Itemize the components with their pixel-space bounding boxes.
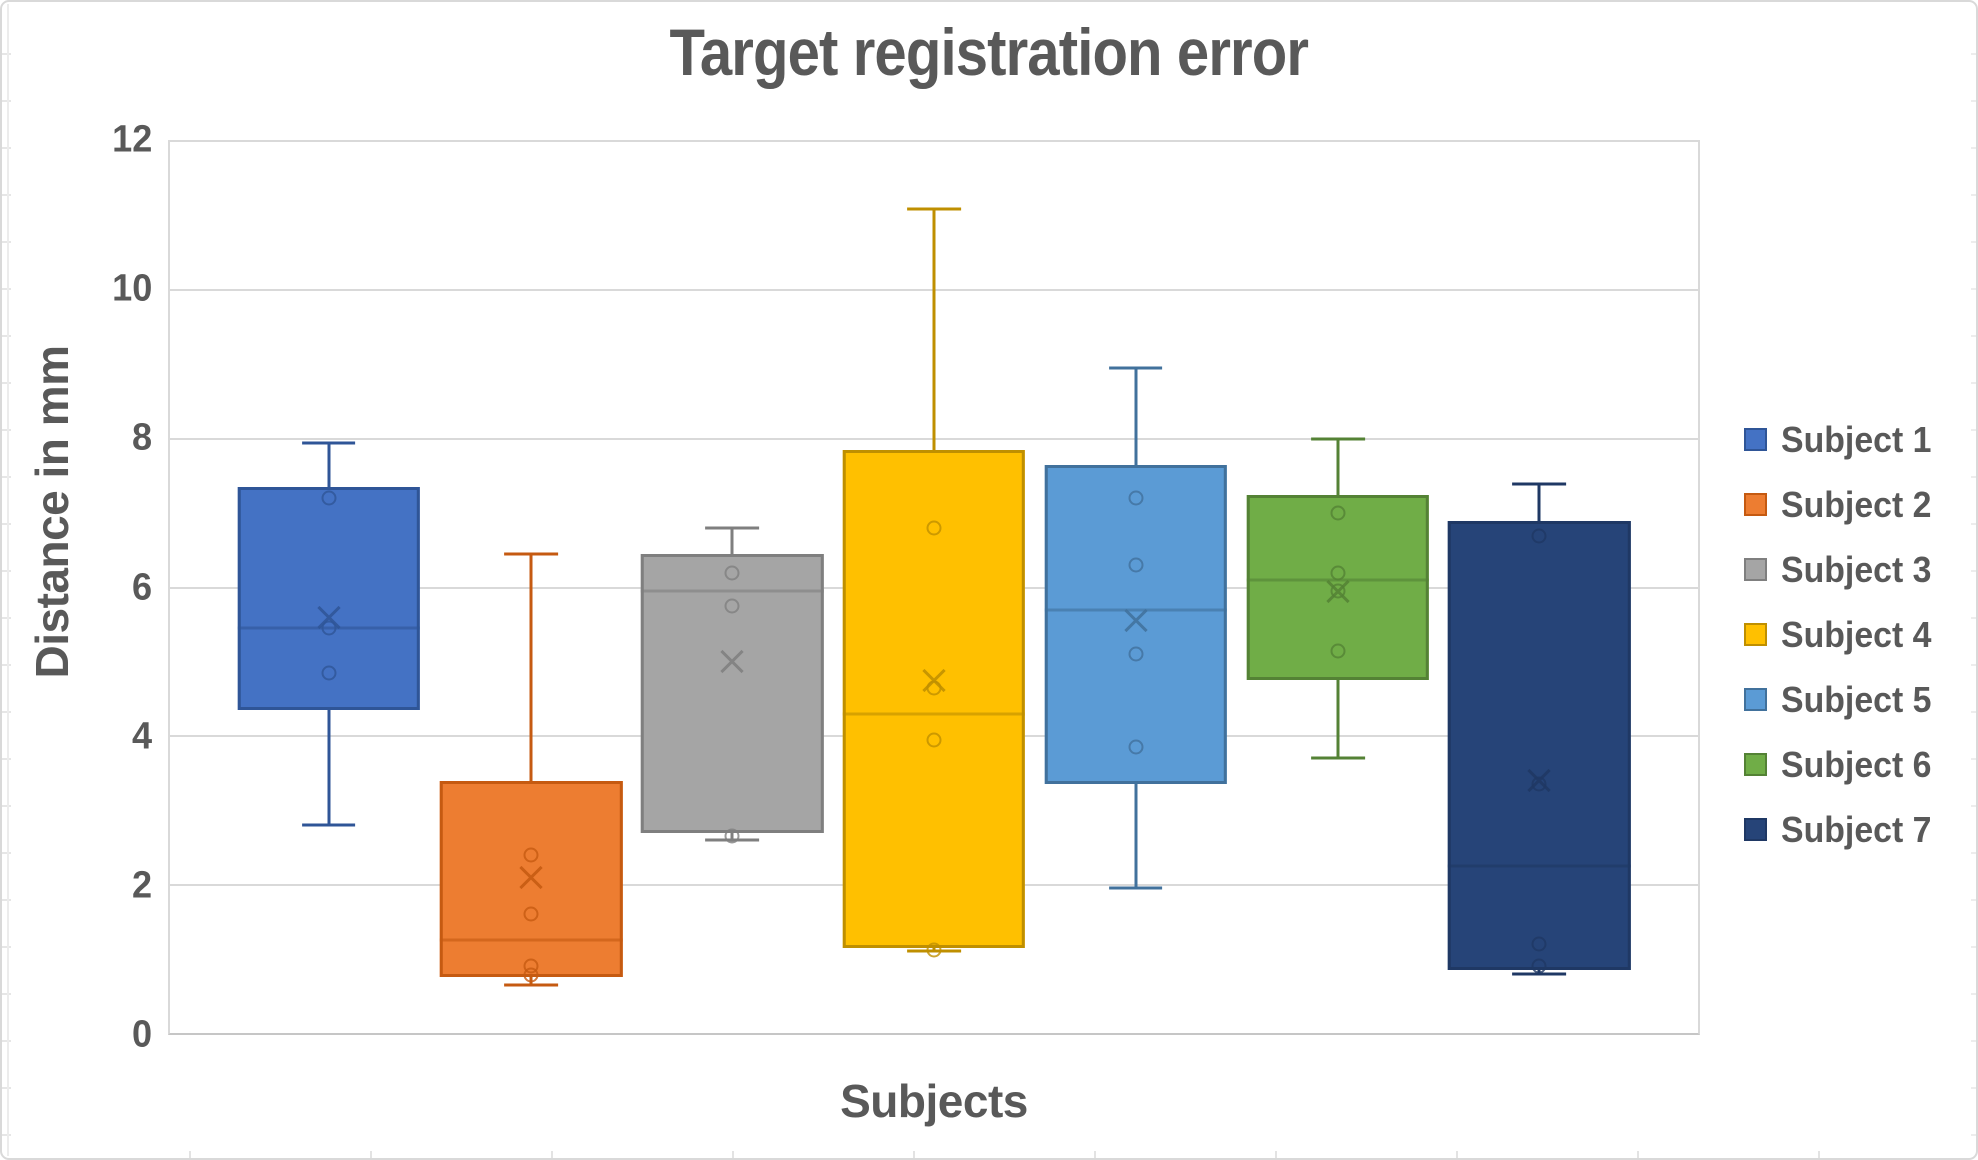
legend-label: Subject 5 [1781,678,1932,720]
lower-whisker [1134,784,1138,889]
data-point-1 [1531,528,1547,544]
data-point-1 [926,520,942,536]
data-point-1 [724,565,740,581]
median-line [641,589,824,593]
legend-swatch-icon [1744,623,1767,646]
x-axis-title: Subjects [840,1075,1028,1127]
min-cap [1311,756,1365,760]
legend-swatch-icon [1744,558,1767,581]
data-point-1 [1330,505,1346,521]
spreadsheet-row-edges-left [2,8,11,1152]
legend-label: Subject 3 [1781,548,1932,590]
legend-swatch-icon [1744,688,1767,711]
data-point-3 [1128,646,1144,662]
box-series-7 [170,142,1698,1033]
upper-whisker [327,442,331,488]
data-point-4 [1330,643,1346,659]
upper-whisker [730,528,734,555]
lower-whisker [1336,680,1340,759]
min-cap [301,823,356,827]
box-series-4 [170,142,1698,1033]
y-tick-label-2: 2 [131,864,152,907]
y-tick-label-10: 10 [111,267,152,310]
legend-item-6: Subject 6 [1744,732,1941,797]
median-line [439,938,623,942]
lower-whisker [327,710,331,826]
legend: Subject 1 Subject 2 Subject 3 Subject 4 Subj… [1744,407,1941,862]
y-tick-label-8: 8 [131,416,152,459]
box-series-2 [170,142,1698,1033]
y-tick-label-6: 6 [131,566,152,608]
max-cap [301,441,356,445]
upper-whisker [1336,438,1340,495]
y-axis-tick-labels: 12 10 8 6 4 2 0 [0,119,152,1056]
data-point-4 [1531,958,1547,974]
legend-label: Subject 6 [1781,743,1932,785]
legend-label: Subject 7 [1781,808,1932,850]
box-series-1 [170,142,1698,1033]
legend-swatch-icon [1744,493,1767,516]
legend-label: Subject 1 [1781,418,1932,460]
median-line [842,712,1026,716]
chart-title: Target registration error [669,15,1309,89]
upper-whisker [1134,368,1138,465]
upper-whisker [529,554,533,781]
max-cap [705,526,760,530]
max-cap [907,207,961,211]
max-cap [1512,482,1567,486]
min-cap [504,983,558,987]
legend-item-4: Subject 4 [1744,602,1941,667]
upper-whisker [1537,483,1541,521]
data-point-3 [1531,936,1547,952]
y-tick-label-12: 12 [111,118,152,161]
data-point-1 [321,490,337,506]
y-tick-label-4: 4 [131,715,152,758]
data-point-2 [1128,557,1144,573]
data-point-3 [724,828,740,844]
y-tick-label-0: 0 [131,1013,152,1056]
min-cap [1108,886,1163,890]
data-point-2 [724,598,740,614]
legend-swatch-icon [1744,753,1767,776]
legend-label: Subject 4 [1781,613,1932,655]
mean-x-marker [1524,766,1554,796]
spreadsheet-column-edge-left [7,4,9,1156]
max-cap [1311,437,1365,441]
data-point-4 [523,967,539,983]
max-cap [1108,366,1163,370]
legend-item-7: Subject 7 [1744,797,1941,862]
box-series-3 [170,142,1698,1033]
legend-item-1: Subject 1 [1744,407,1941,472]
box-series-6 [170,142,1698,1033]
plot-area [168,140,1700,1035]
legend-item-2: Subject 2 [1744,472,1941,537]
data-point-2 [523,906,539,922]
median-line [1448,864,1631,868]
max-cap [504,552,558,556]
data-point-3 [321,665,337,681]
box-series-5 [170,142,1698,1033]
iqr-box [1448,520,1631,970]
legend-item-5: Subject 5 [1744,667,1941,732]
data-point-4 [1128,739,1144,755]
data-point-3 [926,732,942,748]
legend-item-3: Subject 3 [1744,537,1941,602]
legend-label: Subject 2 [1781,483,1932,525]
legend-swatch-icon [1744,428,1767,451]
spreadsheet-row-edges-right [1971,8,1976,1152]
data-point-1 [1128,490,1144,506]
data-point-4 [926,942,942,958]
legend-swatch-icon [1744,818,1767,841]
upper-whisker [932,208,936,451]
spreadsheet-column-edges-bottom [10,1151,1968,1158]
